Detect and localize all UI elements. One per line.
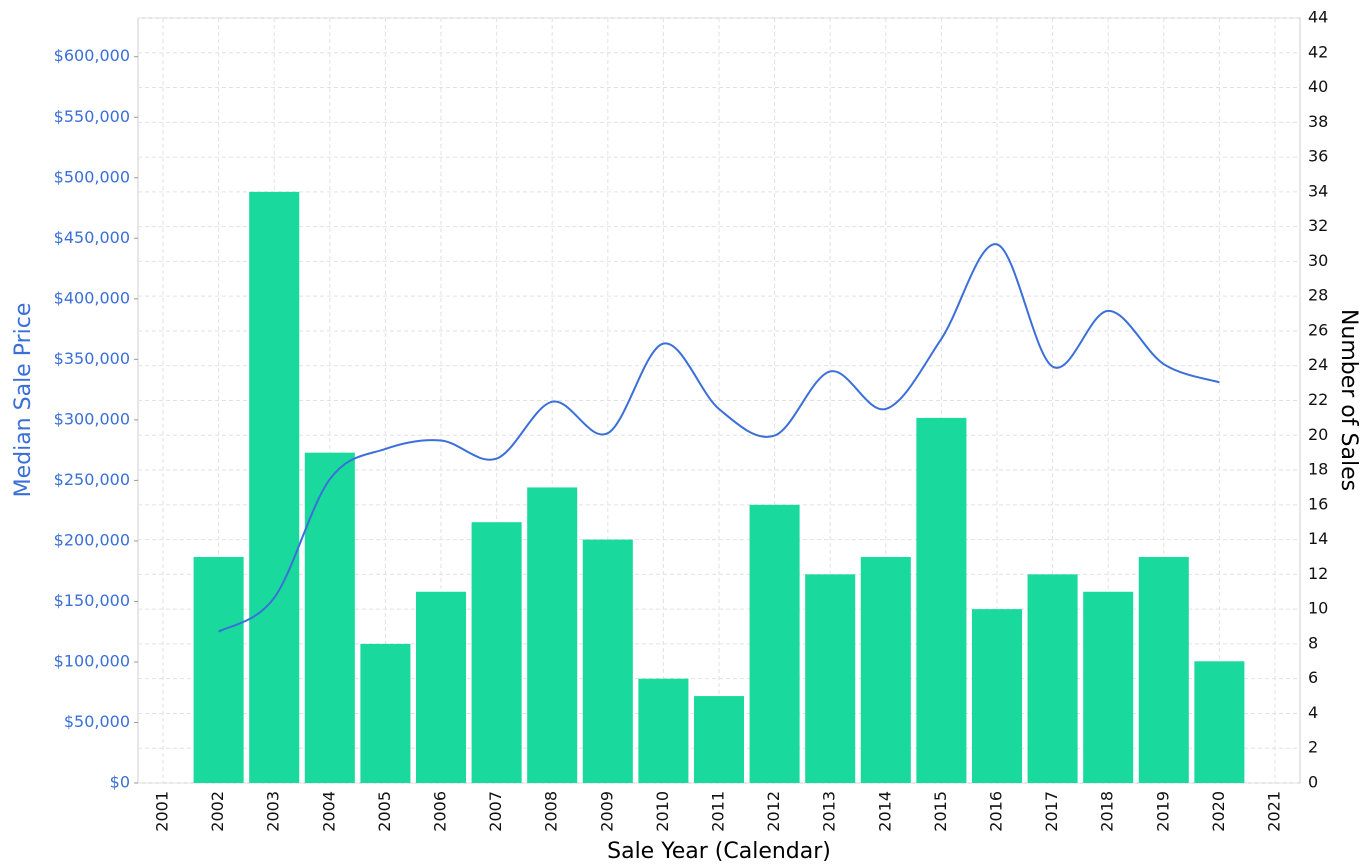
x-tick-label: 2020 — [1209, 791, 1228, 832]
y-tick-label: $100,000 — [54, 651, 130, 670]
x-tick-label: 2005 — [375, 791, 394, 832]
y2-tick-label: 28 — [1308, 286, 1328, 305]
bar — [805, 574, 856, 783]
y2-axis-label: Number of Sales — [1336, 309, 1361, 491]
x-tick-label: 2016 — [986, 791, 1005, 832]
bar — [749, 504, 800, 783]
y-tick-label: $300,000 — [54, 409, 130, 428]
x-tick-label: 2004 — [319, 791, 338, 832]
x-tick-label: 2018 — [1098, 791, 1117, 832]
bar — [527, 487, 578, 783]
y2-tick-label: 8 — [1308, 633, 1318, 652]
y2-tick-label: 30 — [1308, 251, 1328, 270]
x-tick-label: 2003 — [264, 791, 283, 832]
y-tick-label: $350,000 — [54, 349, 130, 368]
bar — [860, 556, 911, 783]
y2-tick-label: 18 — [1308, 460, 1328, 479]
y2-tick-label: 12 — [1308, 564, 1328, 583]
y2-tick-label: 40 — [1308, 77, 1328, 96]
bar — [193, 556, 244, 783]
x-tick-label: 2008 — [542, 791, 561, 832]
bar — [304, 452, 355, 783]
y2-tick-label: 26 — [1308, 320, 1328, 339]
x-tick-label: 2001 — [153, 791, 172, 832]
bar — [582, 539, 633, 783]
bar — [1194, 661, 1245, 783]
bar — [638, 678, 689, 783]
x-tick-label: 2017 — [1042, 791, 1061, 832]
x-tick-label: 2011 — [709, 791, 728, 832]
y-tick-label: $150,000 — [54, 591, 130, 610]
y-tick-label: $250,000 — [54, 470, 130, 489]
x-tick-label: 2006 — [431, 791, 450, 832]
y2-tick-label: 0 — [1308, 773, 1318, 792]
y-tick-label: $0 — [110, 773, 130, 792]
y-tick-label: $600,000 — [54, 46, 130, 65]
y2-tick-label: 36 — [1308, 147, 1328, 166]
bar — [360, 643, 411, 783]
y2-tick-label: 42 — [1308, 42, 1328, 61]
bar — [693, 696, 745, 783]
y-tick-label: $450,000 — [54, 228, 130, 247]
x-tick-label: 2009 — [597, 791, 616, 832]
y2-tick-label: 2 — [1308, 738, 1318, 757]
y2-tick-label: 16 — [1308, 494, 1328, 513]
y-tick-label: $200,000 — [54, 530, 130, 549]
bar — [1083, 591, 1134, 783]
y-tick-label: $50,000 — [64, 712, 130, 731]
y2-tick-label: 22 — [1308, 390, 1328, 409]
y2-tick-label: 44 — [1308, 8, 1328, 27]
y2-tick-label: 10 — [1308, 599, 1328, 618]
bar — [471, 522, 522, 783]
y2-tick-label: 32 — [1308, 216, 1328, 235]
x-tick-label: 2007 — [486, 791, 505, 832]
x-tick-label: 2021 — [1264, 791, 1283, 832]
x-axis-label: Sale Year (Calendar) — [607, 839, 831, 864]
bar — [1027, 574, 1078, 783]
y-tick-label: $400,000 — [54, 288, 130, 307]
y2-tick-label: 20 — [1308, 425, 1328, 444]
y2-tick-label: 14 — [1308, 529, 1328, 548]
y-axis-label: Median Sale Price — [11, 303, 36, 498]
x-tick-label: 2013 — [820, 791, 839, 832]
bar — [415, 591, 467, 783]
y2-tick-label: 6 — [1308, 668, 1318, 687]
y-tick-label: $550,000 — [54, 107, 130, 126]
y2-tick-label: 38 — [1308, 112, 1328, 131]
y2-tick-label: 4 — [1308, 703, 1318, 722]
x-tick-label: 2015 — [931, 791, 950, 832]
x-tick-label: 2002 — [208, 791, 227, 832]
y-tick-label: $500,000 — [54, 167, 130, 186]
bar — [916, 417, 967, 783]
bar — [971, 609, 1023, 783]
y2-tick-label: 24 — [1308, 355, 1328, 374]
bar — [1138, 556, 1189, 783]
y2-tick-label: 34 — [1308, 181, 1328, 200]
x-tick-label: 2012 — [764, 791, 783, 832]
x-tick-label: 2010 — [653, 791, 672, 832]
x-tick-label: 2019 — [1153, 791, 1172, 832]
bar — [249, 191, 300, 783]
x-tick-label: 2014 — [875, 791, 894, 832]
line — [218, 243, 1220, 633]
